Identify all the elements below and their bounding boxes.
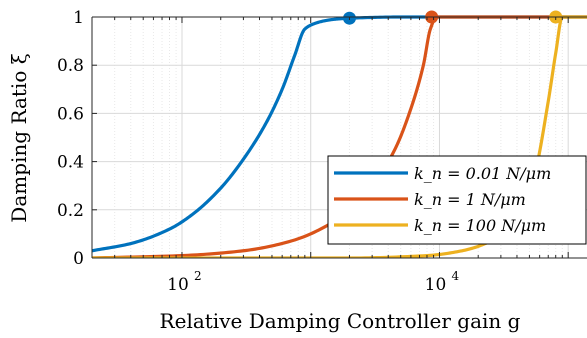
- x-axis-label: Relative Damping Controller gain g: [160, 309, 521, 333]
- legend-label: k_n = 0.01 N/μm: [414, 164, 551, 183]
- y-tick-label: 0.2: [57, 201, 84, 221]
- x-tick-label: 10: [425, 275, 447, 295]
- y-tick-label: 0: [73, 249, 84, 269]
- legend-label: k_n = 100 N/μm: [414, 216, 546, 235]
- y-tick-label: 0.4: [57, 153, 84, 173]
- legend: k_n = 0.01 N/μm k_n = 1 N/μm k_n = 100 N/μ…: [327, 155, 587, 245]
- x-tick-label: 10: [167, 275, 189, 295]
- tick-labels: 0 0.2 0.4 0.6 0.8 1 10 2 10 4: [57, 8, 459, 295]
- x-tick-exponent: 4: [451, 269, 459, 283]
- y-axis-label: Damping Ratio ξ: [7, 53, 31, 222]
- y-tick-label: 0.8: [57, 56, 84, 76]
- x-tick-exponent: 2: [194, 269, 202, 283]
- axes: [91, 16, 587, 259]
- series-line: [92, 15, 587, 253]
- legend-label: k_n = 1 N/μm: [414, 190, 526, 209]
- y-tick-label: 0.6: [57, 104, 84, 124]
- y-tick-label: 1: [73, 8, 84, 28]
